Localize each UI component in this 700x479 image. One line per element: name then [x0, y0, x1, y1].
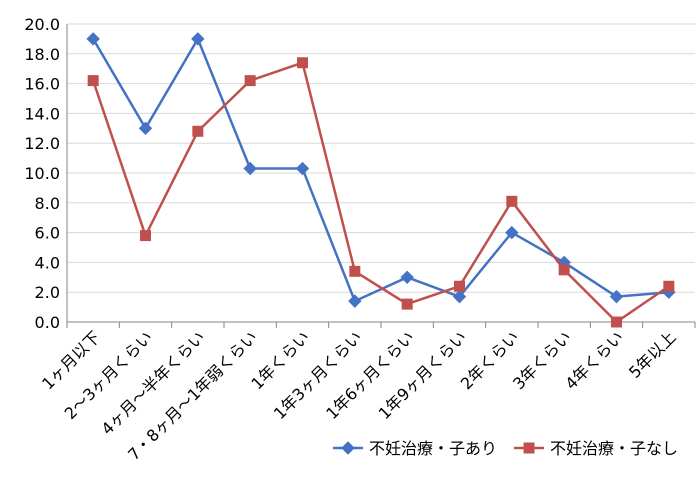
y-tick-label: 20.0	[24, 15, 60, 34]
data-point	[663, 280, 675, 292]
y-tick-label: 14.0	[24, 104, 60, 123]
data-point	[454, 280, 465, 292]
data-point	[192, 125, 204, 137]
y-tick-label: 2.0	[35, 283, 60, 302]
data-point	[140, 230, 151, 242]
data-point	[138, 121, 153, 136]
data-point	[348, 294, 362, 308]
data-point	[87, 75, 99, 87]
legend-marker	[523, 442, 535, 454]
data-point	[295, 161, 310, 176]
y-tick-label: 18.0	[24, 45, 60, 64]
data-point	[191, 32, 205, 46]
y-tick-label: 0.0	[35, 313, 60, 332]
legend-label: 不妊治療・子なし	[550, 439, 678, 458]
data-point	[609, 289, 624, 304]
data-point	[558, 264, 570, 276]
data-point	[86, 32, 100, 46]
data-point	[452, 289, 467, 304]
y-tick-label: 4.0	[35, 253, 60, 272]
data-point	[349, 265, 361, 277]
series-1	[86, 32, 676, 308]
y-tick-label: 6.0	[35, 224, 60, 243]
series-2	[87, 57, 675, 328]
legend-label: 不妊治療・子あり	[369, 439, 497, 458]
gridlines	[67, 23, 695, 323]
data-point	[297, 57, 308, 69]
data-point	[244, 75, 256, 87]
legend-item: 不妊治療・子なし	[514, 439, 678, 458]
legend: 不妊治療・子あり 不妊治療・子なし	[333, 439, 678, 458]
y-tick-label: 12.0	[24, 134, 60, 153]
data-point	[401, 298, 413, 310]
x-tick-label: 5年以上	[625, 327, 680, 382]
series-line	[92, 37, 669, 303]
series-line	[91, 61, 670, 324]
y-axis: 0.0 2.0 4.0 6.0 8.0 10.0 12.0 14.0 16.0 18.0 20.0	[24, 15, 68, 332]
data-point	[400, 270, 414, 285]
data-point	[243, 161, 257, 176]
y-tick-label: 16.0	[24, 75, 60, 94]
y-tick-label: 10.0	[24, 164, 60, 183]
series-group	[86, 32, 676, 328]
data-point	[505, 225, 519, 240]
data-point	[611, 316, 622, 328]
legend-marker	[341, 441, 355, 455]
y-tick-label: 8.0	[35, 194, 60, 213]
data-point	[506, 195, 518, 207]
legend-item: 不妊治療・子あり	[333, 439, 497, 458]
